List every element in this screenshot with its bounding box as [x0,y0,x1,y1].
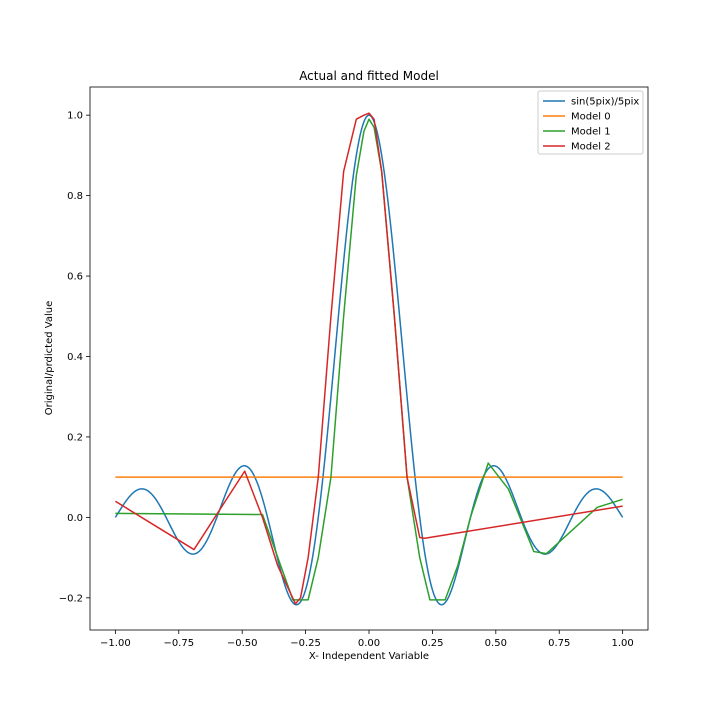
y-axis-label: Original/prdicted Value [44,301,55,415]
legend-label: sin(5pix)/5pix [571,97,639,108]
y-tick-label: 0.2 [67,432,83,443]
x-axis-label: X- Independent Variable [309,651,429,662]
y-axis: −0.2 0.0 0.2 0.4 0.6 0.8 1.0 [59,111,90,604]
legend-label: Model 0 [571,112,611,123]
y-tick-label: 0.8 [67,191,83,202]
chart-title: Actual and fitted Model [299,69,439,83]
x-tick-label: 0.25 [421,638,443,649]
legend-label: Model 1 [571,127,611,138]
x-axis: −1.00 −0.75 −0.50 −0.25 0.00 0.25 0.50 0.75 1.00 [100,630,634,649]
legend-box [537,90,644,155]
y-tick-label: 0.6 [67,272,83,283]
y-tick-label: 0.0 [67,513,83,524]
x-tick-label: −0.50 [227,638,258,649]
legend-label: Model 2 [571,142,611,153]
legend: sin(5pix)/5pix Model 0 Model 1 Model 2 [537,90,644,155]
series-line-0 [114,114,624,606]
x-tick-label: 0.75 [548,638,570,649]
x-tick-label: 0.50 [485,638,507,649]
series-layer [114,112,624,606]
y-tick-label: 1.0 [67,111,83,122]
x-tick-label: 1.00 [612,638,634,649]
y-tick-label: 0.4 [67,352,83,363]
x-tick-label: 0.00 [358,638,380,649]
x-tick-label: −0.25 [290,638,321,649]
x-tick-label: −1.00 [100,638,131,649]
x-tick-label: −0.75 [163,638,194,649]
y-tick-label: −0.2 [59,593,83,604]
series-line-3 [114,112,623,605]
